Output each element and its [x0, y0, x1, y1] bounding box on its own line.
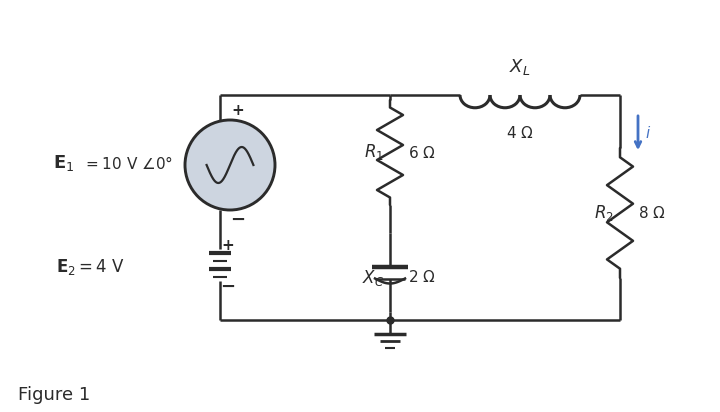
- Text: $= 10\ \mathrm{V}\ \angle 0°$: $= 10\ \mathrm{V}\ \angle 0°$: [83, 154, 173, 171]
- Text: −: −: [220, 278, 235, 296]
- Text: $\mathbf{E}_1$: $\mathbf{E}_1$: [53, 153, 74, 173]
- Text: $R_2$: $R_2$: [594, 203, 614, 223]
- Text: $R_1$: $R_1$: [364, 143, 384, 162]
- Text: Figure 1: Figure 1: [18, 386, 90, 404]
- Text: $X_C$: $X_C$: [362, 267, 384, 288]
- Text: $\mathbf{E}_2 = 4\ \mathrm{V}$: $\mathbf{E}_2 = 4\ \mathrm{V}$: [56, 257, 125, 277]
- Text: $8\ \Omega$: $8\ \Omega$: [638, 205, 666, 221]
- Text: −: −: [230, 211, 246, 229]
- Text: $i$: $i$: [645, 125, 651, 141]
- Text: $X_L$: $X_L$: [509, 57, 531, 77]
- Text: $6\ \Omega$: $6\ \Omega$: [408, 145, 436, 161]
- Text: $2\ \Omega$: $2\ \Omega$: [408, 269, 436, 286]
- Circle shape: [185, 120, 275, 210]
- Text: +: +: [232, 103, 244, 117]
- Text: +: +: [222, 237, 235, 253]
- Text: $4\ \Omega$: $4\ \Omega$: [506, 125, 534, 141]
